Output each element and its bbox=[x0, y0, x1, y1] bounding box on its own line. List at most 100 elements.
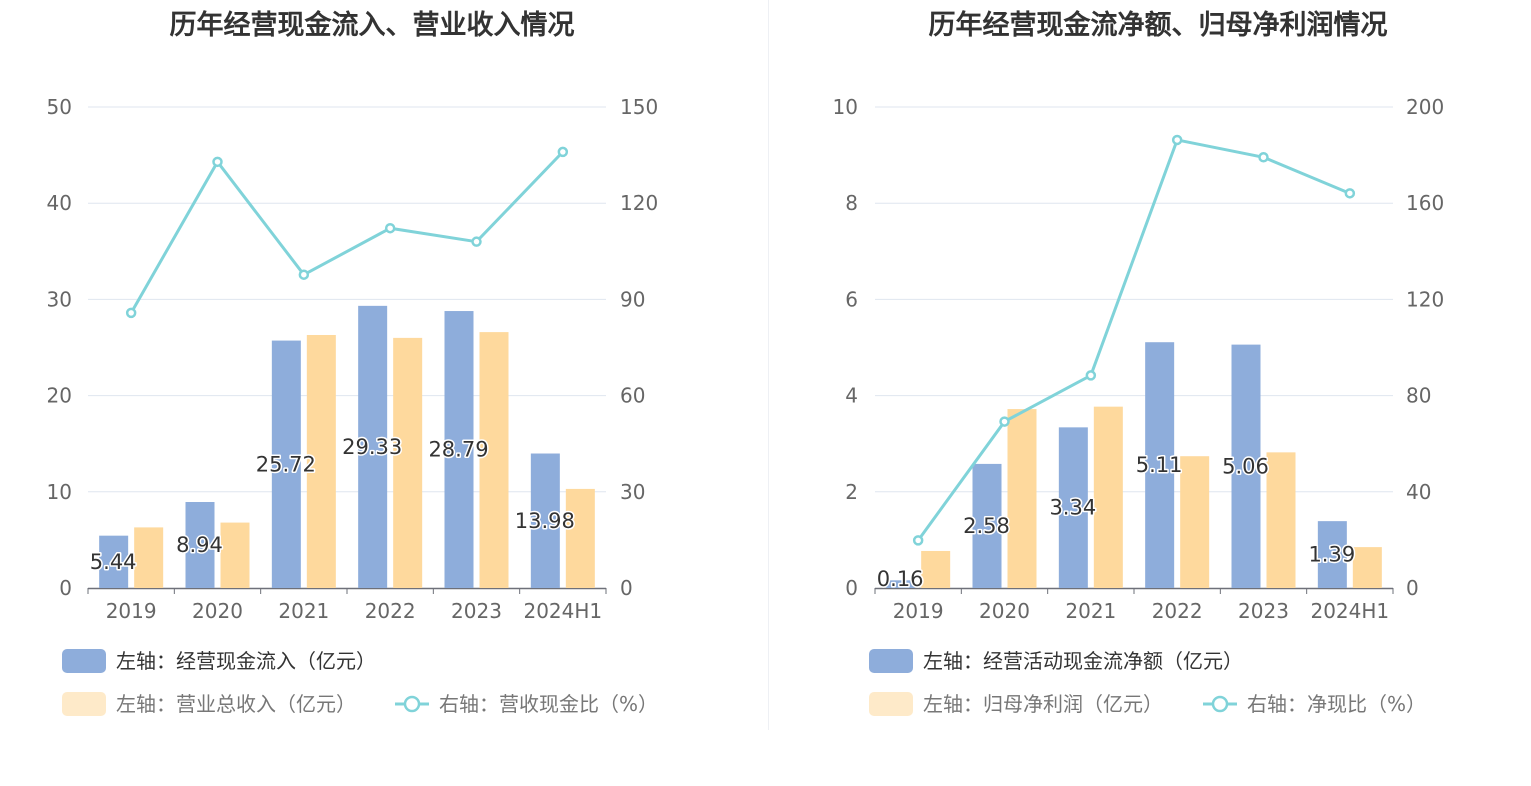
line-point bbox=[1085, 370, 1097, 381]
y-right-tick-label: 80 bbox=[1406, 384, 1431, 408]
y-left-tick-label: 50 bbox=[47, 95, 72, 119]
x-tick-label: 2022 bbox=[365, 599, 416, 623]
bar-blue bbox=[271, 340, 301, 588]
x-tick-label: 2022 bbox=[1152, 599, 1203, 623]
bar-data-label: 5.11 bbox=[1136, 453, 1183, 477]
y-right-tick-label: 200 bbox=[1406, 95, 1444, 119]
bar-data-label: 2.58 bbox=[963, 514, 1010, 538]
bar-orange bbox=[1266, 452, 1296, 588]
chart-title: 历年经营现金流净额、归母净利润情况 bbox=[929, 9, 1388, 41]
y-right-tick-label: 0 bbox=[1406, 576, 1419, 600]
line-point bbox=[1258, 152, 1269, 163]
line-point bbox=[1171, 134, 1183, 146]
line-point bbox=[912, 535, 924, 546]
bar-orange bbox=[134, 527, 164, 588]
x-tick-label: 2019 bbox=[893, 599, 944, 623]
chart-title: 历年经营现金流入、营业收入情况 bbox=[170, 9, 575, 41]
bar-data-label: 5.44 bbox=[90, 550, 137, 574]
legend-swatch-point bbox=[403, 695, 421, 713]
line-point bbox=[384, 222, 396, 234]
y-left-tick-label: 20 bbox=[47, 384, 72, 408]
y-left-tick-label: 30 bbox=[47, 287, 72, 311]
bar-blue bbox=[1058, 427, 1088, 588]
line-series bbox=[916, 138, 1351, 542]
bar-blue bbox=[886, 580, 916, 588]
y-left-tick-label: 40 bbox=[47, 191, 72, 215]
bar-orange bbox=[1093, 406, 1123, 588]
bar-data-label: 5.06 bbox=[1222, 454, 1269, 478]
bar-blue bbox=[1231, 344, 1261, 588]
y-right-tick-label: 40 bbox=[1406, 480, 1431, 504]
bar-orange bbox=[479, 332, 509, 588]
legend-swatch-bar bbox=[869, 649, 913, 673]
bar-blue bbox=[972, 463, 1002, 588]
y-left-tick-label: 2 bbox=[845, 480, 858, 504]
bar-data-label: 0.16 bbox=[877, 567, 924, 591]
line-series bbox=[129, 150, 564, 314]
y-right-tick-label: 60 bbox=[620, 384, 645, 408]
x-tick-label: 2019 bbox=[106, 599, 157, 623]
bar-data-label: 25.72 bbox=[256, 452, 316, 476]
bar-orange bbox=[306, 334, 336, 588]
y-right-tick-label: 0 bbox=[620, 576, 633, 600]
y-left-tick-label: 0 bbox=[59, 576, 72, 600]
y-left-tick-label: 10 bbox=[47, 480, 72, 504]
bar-blue bbox=[185, 501, 215, 588]
bar-orange bbox=[1007, 409, 1037, 588]
bar-orange bbox=[565, 488, 595, 588]
legend-swatch-point bbox=[1211, 695, 1229, 713]
y-left-tick-label: 0 bbox=[845, 576, 858, 600]
bar-data-label: 29.33 bbox=[342, 435, 402, 459]
panel-divider bbox=[768, 0, 769, 730]
line-point bbox=[999, 416, 1010, 427]
bar-orange bbox=[1180, 456, 1210, 588]
bar-data-label: 3.34 bbox=[1049, 496, 1096, 520]
bar-data-label: 8.94 bbox=[176, 533, 223, 557]
x-tick-label: 2023 bbox=[451, 599, 502, 623]
bar-orange bbox=[1352, 547, 1382, 588]
x-tick-label: 2021 bbox=[1065, 599, 1116, 623]
x-tick-label: 2024H1 bbox=[523, 599, 602, 623]
y-right-tick-label: 90 bbox=[620, 287, 645, 311]
y-right-tick-label: 160 bbox=[1406, 191, 1444, 215]
x-tick-label: 2020 bbox=[979, 599, 1030, 623]
legend-swatch-bar bbox=[62, 649, 106, 673]
bar-orange bbox=[220, 522, 250, 588]
bar-blue bbox=[1145, 342, 1175, 588]
legend-swatch-bar bbox=[869, 692, 913, 716]
legend-label: 右轴：净现比（%） bbox=[1247, 692, 1426, 716]
line-point bbox=[125, 307, 137, 319]
bar-data-label: 28.79 bbox=[428, 438, 488, 462]
bar-data-label: 1.39 bbox=[1308, 543, 1355, 567]
x-tick-label: 2023 bbox=[1238, 599, 1289, 623]
y-right-tick-label: 120 bbox=[1406, 287, 1444, 311]
legend-swatch-bar bbox=[62, 692, 106, 716]
y-left-tick-label: 8 bbox=[845, 191, 858, 215]
bar-blue bbox=[444, 311, 474, 588]
legend-label: 左轴：经营活动现金流净额（亿元） bbox=[923, 649, 1243, 673]
legend-label: 左轴：经营现金流入（亿元） bbox=[116, 649, 376, 673]
bar-blue bbox=[99, 535, 129, 588]
legend-label: 左轴：营业总收入（亿元） bbox=[116, 692, 356, 716]
bar-blue bbox=[358, 305, 388, 588]
bar-orange bbox=[393, 337, 423, 588]
bar-data-label: 13.98 bbox=[515, 509, 575, 533]
line-point bbox=[1344, 188, 1356, 199]
x-tick-label: 2024H1 bbox=[1310, 599, 1389, 623]
bar-blue bbox=[1317, 521, 1347, 588]
x-tick-label: 2020 bbox=[192, 599, 243, 623]
line-point bbox=[471, 236, 482, 247]
y-left-tick-label: 6 bbox=[845, 287, 858, 311]
line-point bbox=[212, 156, 223, 168]
line-point bbox=[557, 146, 569, 158]
y-left-tick-label: 10 bbox=[833, 95, 858, 119]
y-right-tick-label: 120 bbox=[620, 191, 658, 215]
legend-label: 左轴：归母净利润（亿元） bbox=[923, 692, 1163, 716]
bar-blue bbox=[530, 453, 560, 588]
y-right-tick-label: 30 bbox=[620, 480, 645, 504]
line-point bbox=[298, 269, 310, 280]
bar-orange bbox=[921, 550, 951, 588]
y-right-tick-label: 150 bbox=[620, 95, 658, 119]
x-tick-label: 2021 bbox=[278, 599, 329, 623]
